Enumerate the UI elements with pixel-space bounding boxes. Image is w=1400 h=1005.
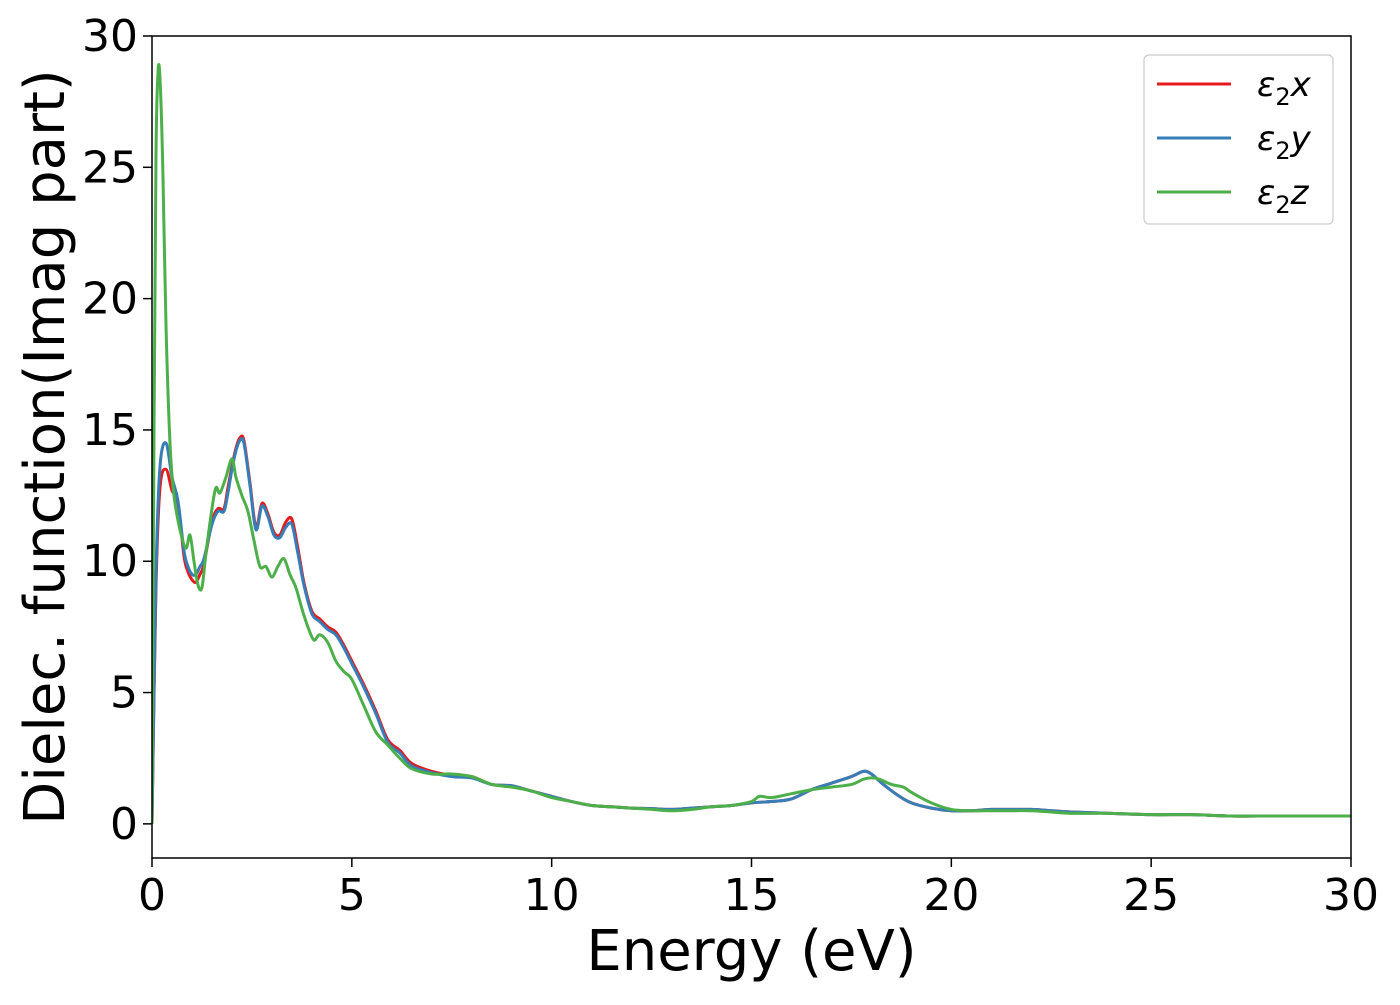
y-tick-label: 30: [82, 11, 138, 62]
legend-item-y[interactable]: ε2y: [1157, 119, 1312, 165]
legend-label: ε2x: [1257, 65, 1312, 111]
series-line-x: [152, 434, 1351, 824]
y-axis-ticks: 0 5 10 15 20 25 30: [82, 11, 152, 850]
legend-box: [1143, 54, 1334, 225]
y-tick-label: 15: [82, 405, 138, 456]
legend-item-x[interactable]: ε2x: [1157, 65, 1312, 111]
plot-area: [152, 63, 1351, 824]
x-tick-label: 15: [724, 870, 780, 921]
y-tick-label: 5: [110, 668, 138, 719]
y-tick-label: 25: [82, 142, 138, 193]
series-line-z: [152, 63, 1351, 824]
y-axis-label: Dielec. function(Imag part): [13, 69, 78, 825]
x-tick-label: 30: [1323, 870, 1379, 921]
series-line-y: [152, 436, 1351, 824]
y-tick-label: 20: [82, 274, 138, 325]
legend-item-z[interactable]: ε2z: [1157, 173, 1310, 219]
legend[interactable]: ε2x ε2y ε2z: [1143, 54, 1334, 225]
x-tick-label: 0: [138, 870, 166, 921]
legend-label: ε2y: [1257, 119, 1312, 165]
x-tick-label: 10: [524, 870, 580, 921]
y-tick-label: 0: [110, 799, 138, 850]
y-tick-label: 10: [82, 536, 138, 587]
x-tick-label: 5: [338, 870, 366, 921]
axes-frame: [151, 35, 1352, 859]
x-tick-label: 25: [1123, 870, 1179, 921]
x-axis-label: Energy (eV): [586, 919, 916, 984]
legend-label: ε2z: [1257, 173, 1310, 219]
x-tick-label: 20: [923, 870, 979, 921]
x-axis-ticks: 0 5 10 15 20 25 30: [138, 858, 1379, 921]
